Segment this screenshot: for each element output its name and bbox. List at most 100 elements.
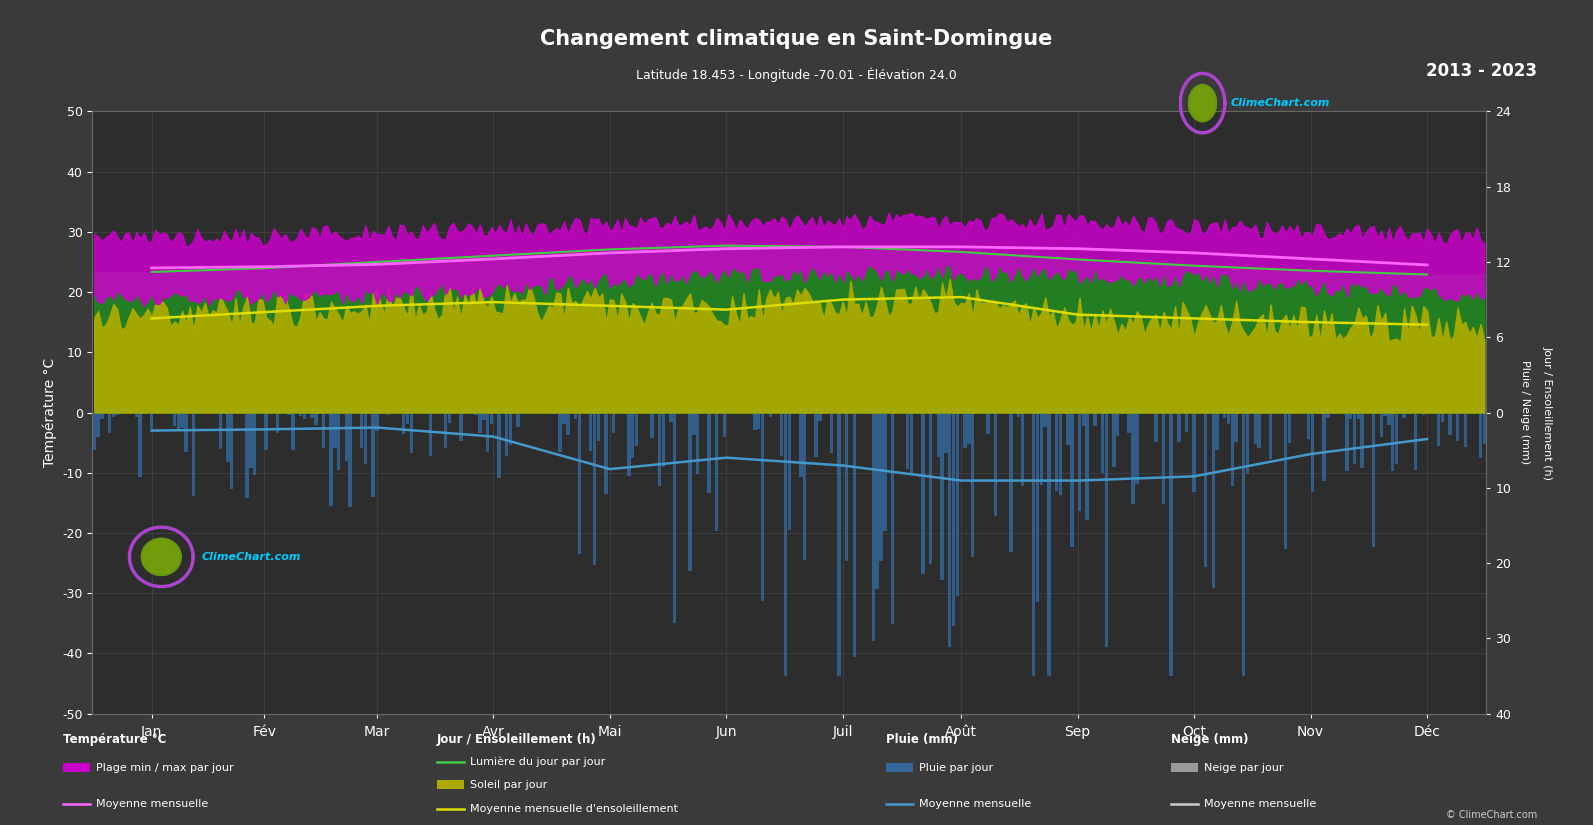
Bar bbox=[62, 762, 89, 772]
Bar bbox=[150, 412, 153, 429]
Bar bbox=[658, 412, 661, 486]
Text: Latitude 18.453 - Longitude -70.01 - Élévation 24.0: Latitude 18.453 - Longitude -70.01 - Élé… bbox=[636, 68, 957, 82]
Bar bbox=[1437, 412, 1440, 446]
Bar bbox=[819, 412, 822, 421]
Bar bbox=[508, 412, 513, 446]
Bar bbox=[322, 412, 325, 448]
Bar bbox=[112, 412, 115, 417]
Bar bbox=[940, 412, 943, 580]
Text: Changement climatique en Saint-Domingue: Changement climatique en Saint-Domingue bbox=[540, 29, 1053, 49]
Bar bbox=[986, 412, 989, 434]
Bar bbox=[185, 412, 188, 452]
Bar bbox=[1215, 412, 1219, 450]
Bar bbox=[1231, 412, 1235, 486]
Bar bbox=[363, 412, 366, 464]
Bar bbox=[1177, 412, 1180, 442]
Bar bbox=[1344, 412, 1349, 471]
Bar bbox=[191, 412, 196, 496]
Bar bbox=[696, 412, 699, 474]
Bar bbox=[753, 412, 757, 431]
Bar bbox=[886, 762, 913, 772]
Bar bbox=[237, 412, 241, 413]
Bar bbox=[371, 412, 374, 497]
Bar bbox=[1254, 412, 1257, 444]
Bar bbox=[1043, 412, 1047, 427]
Bar bbox=[1055, 412, 1058, 491]
Bar bbox=[1227, 412, 1230, 424]
Bar bbox=[1383, 412, 1388, 416]
Bar bbox=[757, 412, 760, 429]
Bar bbox=[134, 412, 139, 417]
Bar bbox=[761, 412, 765, 601]
Bar bbox=[1421, 412, 1426, 415]
Bar bbox=[688, 412, 691, 571]
Bar bbox=[844, 412, 849, 560]
Bar bbox=[360, 412, 363, 448]
Text: Soleil par jour: Soleil par jour bbox=[470, 780, 548, 790]
Bar bbox=[303, 412, 306, 419]
Bar bbox=[287, 412, 292, 415]
Bar bbox=[559, 412, 562, 452]
Bar bbox=[929, 412, 932, 564]
Bar bbox=[1032, 412, 1035, 676]
Bar bbox=[953, 412, 956, 625]
Bar bbox=[1078, 412, 1082, 512]
Bar bbox=[314, 412, 317, 425]
Bar bbox=[650, 412, 653, 438]
Bar bbox=[245, 412, 249, 498]
Bar bbox=[1171, 762, 1198, 772]
Bar bbox=[1136, 412, 1139, 484]
Bar bbox=[1112, 412, 1115, 467]
Bar bbox=[478, 412, 481, 432]
Bar bbox=[715, 412, 718, 531]
Bar bbox=[1246, 412, 1249, 474]
Bar bbox=[1268, 412, 1273, 459]
Bar bbox=[406, 412, 409, 425]
Bar bbox=[803, 412, 806, 560]
Bar bbox=[787, 412, 792, 530]
Bar bbox=[1325, 412, 1330, 418]
Bar bbox=[1070, 412, 1074, 547]
Text: ClimeChart.com: ClimeChart.com bbox=[201, 552, 301, 562]
Bar bbox=[299, 412, 303, 416]
Bar bbox=[1287, 412, 1292, 443]
Bar bbox=[677, 412, 680, 414]
Bar bbox=[1372, 412, 1375, 547]
Bar bbox=[879, 412, 883, 562]
Bar bbox=[172, 412, 177, 426]
Bar bbox=[1155, 412, 1158, 442]
Bar bbox=[489, 412, 494, 424]
Bar bbox=[910, 412, 913, 474]
Bar bbox=[970, 412, 975, 557]
Text: Moyenne mensuelle: Moyenne mensuelle bbox=[1204, 799, 1316, 809]
Y-axis label: Température °C: Température °C bbox=[41, 358, 57, 467]
Bar bbox=[1322, 412, 1325, 481]
Bar bbox=[1035, 412, 1039, 601]
Bar bbox=[890, 412, 894, 624]
Bar bbox=[1357, 412, 1360, 419]
Bar bbox=[376, 412, 379, 431]
Bar bbox=[1128, 412, 1131, 432]
Bar bbox=[956, 412, 959, 596]
Bar bbox=[1456, 412, 1459, 441]
Text: © ClimeChart.com: © ClimeChart.com bbox=[1446, 809, 1537, 819]
Bar bbox=[276, 412, 279, 433]
Bar bbox=[723, 412, 726, 437]
Bar bbox=[459, 412, 462, 441]
Bar bbox=[330, 412, 333, 506]
Bar bbox=[597, 412, 601, 441]
Bar bbox=[387, 412, 390, 416]
Bar bbox=[401, 412, 405, 434]
Bar bbox=[1349, 412, 1352, 419]
Bar bbox=[180, 412, 183, 428]
Bar bbox=[311, 412, 314, 417]
Bar bbox=[906, 412, 910, 469]
Text: Moyenne mensuelle: Moyenne mensuelle bbox=[96, 799, 209, 809]
Text: Moyenne mensuelle: Moyenne mensuelle bbox=[919, 799, 1032, 809]
Circle shape bbox=[1188, 85, 1217, 121]
Bar bbox=[1415, 412, 1418, 470]
Bar bbox=[475, 412, 478, 415]
Bar bbox=[1391, 412, 1394, 471]
Text: Moyenne mensuelle d'ensoleillement: Moyenne mensuelle d'ensoleillement bbox=[470, 804, 679, 814]
Bar bbox=[1008, 412, 1013, 552]
